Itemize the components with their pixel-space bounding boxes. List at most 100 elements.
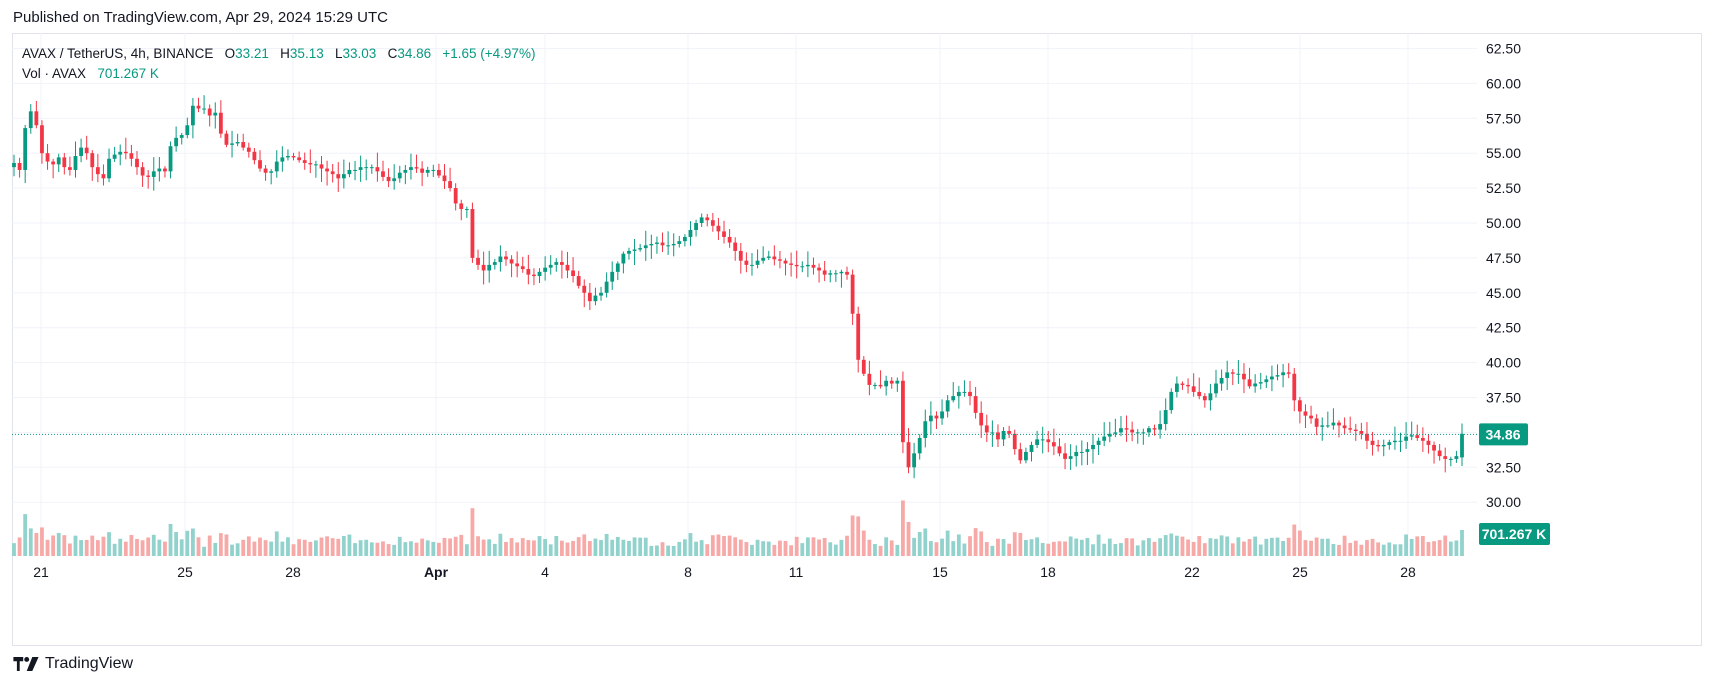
volume-bar: [1365, 540, 1369, 556]
volume-bar: [23, 514, 28, 556]
candle-body: [1063, 453, 1067, 459]
high-value: 35.13: [289, 46, 324, 61]
volume-bar: [1024, 539, 1028, 556]
volume-bar: [1186, 539, 1190, 556]
candle-body: [1057, 446, 1062, 454]
last-price-label: 34.86: [1485, 426, 1520, 442]
volume-bar: [1007, 543, 1012, 556]
volume-bar: [353, 543, 357, 556]
time-tick-label: 21: [33, 564, 49, 580]
candle-body: [1393, 440, 1397, 443]
volume-bar: [291, 544, 296, 556]
volume-bar: [582, 534, 587, 556]
volume-bar: [1063, 541, 1067, 556]
candle-body: [923, 421, 928, 438]
volume-bar: [599, 539, 603, 556]
candle-body: [548, 264, 553, 268]
volume-bar: [325, 536, 329, 556]
candle-body: [805, 264, 810, 267]
candle-body: [498, 256, 503, 263]
volume-bar: [459, 534, 464, 556]
candle-body: [403, 169, 408, 173]
volume-label[interactable]: Vol · AVAX: [22, 66, 87, 81]
volume-bar: [671, 545, 676, 556]
candle-body: [1214, 383, 1218, 394]
candle-body: [861, 359, 866, 374]
candle-body: [375, 167, 380, 172]
open-label: O: [224, 46, 236, 61]
footer-brand[interactable]: TradingView: [45, 655, 134, 672]
candle-body: [627, 250, 631, 254]
candle-body: [431, 169, 436, 171]
volume-bar: [392, 544, 397, 556]
volume-bar: [230, 544, 234, 556]
chart-frame: [12, 33, 1702, 646]
candle-body: [246, 147, 251, 152]
candle-body: [867, 373, 872, 385]
candle-body: [174, 137, 179, 147]
candle-body: [436, 169, 441, 176]
candle-body: [392, 178, 397, 182]
candle-body: [1141, 432, 1146, 434]
candle-body: [990, 432, 995, 434]
time-tick-label: 18: [1040, 564, 1056, 580]
candle-body: [1264, 379, 1269, 383]
volume-bar: [1325, 538, 1330, 556]
ohlc-row: AVAX / TetherUS, 4h, BINANCE O33.21 H35.…: [22, 44, 535, 64]
candle-body: [1398, 440, 1403, 442]
volume-bar: [543, 539, 548, 556]
volume-bar: [1415, 536, 1420, 556]
candle-body: [453, 188, 458, 204]
volume-bar: [1141, 540, 1146, 556]
volume-bar: [297, 539, 302, 556]
candle-body: [1040, 439, 1045, 441]
candle-body: [470, 209, 475, 258]
candle-body: [163, 168, 167, 172]
volume-bar: [873, 544, 877, 556]
candle-body: [643, 245, 648, 249]
candle-body: [705, 217, 710, 221]
candle-body: [1454, 456, 1459, 459]
candle-body: [319, 164, 324, 169]
symbol-label[interactable]: AVAX / TetherUS, 4h, BINANCE: [22, 46, 214, 61]
volume-bar: [302, 539, 307, 556]
volume-bar: [213, 542, 218, 556]
volume-bar: [677, 541, 682, 556]
candle-body: [157, 168, 162, 172]
candle-body: [895, 380, 900, 384]
candle-body: [1320, 425, 1325, 427]
volume-bar: [811, 537, 816, 556]
candle-body: [789, 263, 794, 265]
candle-body: [604, 281, 609, 293]
time-tick-label: 25: [1292, 564, 1308, 580]
volume-bar: [470, 508, 475, 556]
volume-bar: [425, 540, 430, 556]
volume-bar: [504, 541, 508, 556]
volume-bar: [940, 538, 944, 556]
candle-body: [1426, 440, 1431, 445]
candle-body: [750, 264, 754, 266]
volume-bar: [476, 536, 480, 556]
volume-bar: [632, 537, 637, 556]
candle-body: [45, 153, 50, 162]
close-value: 34.86: [397, 46, 432, 61]
candle-body: [168, 146, 173, 172]
volume-bar: [772, 544, 777, 556]
candle-body: [313, 164, 318, 166]
volume-bar: [1437, 540, 1442, 556]
candle-body: [1443, 456, 1448, 459]
time-tick-label: 11: [789, 564, 804, 580]
volume-bar: [554, 535, 559, 556]
volume-bar: [341, 536, 346, 556]
volume-bar: [1264, 538, 1269, 556]
volume-bar: [163, 541, 167, 556]
candle-body: [364, 167, 369, 169]
volume-bar: [84, 539, 89, 556]
volume-bar: [369, 542, 374, 556]
volume-bar: [1297, 530, 1302, 556]
volume-bar: [347, 534, 352, 556]
candle-body: [755, 260, 760, 265]
volume-bar: [1214, 538, 1218, 556]
volume-bar: [129, 535, 134, 556]
